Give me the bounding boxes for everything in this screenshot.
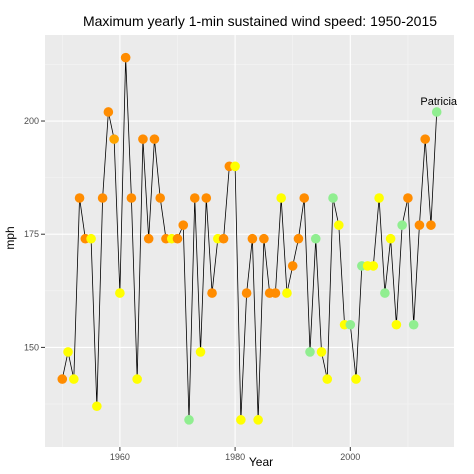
data-point: [74, 193, 85, 203]
data-point: [241, 288, 252, 298]
data-point: [143, 233, 154, 244]
data-point: [420, 134, 430, 144]
data-point: [282, 288, 292, 298]
data-point: [120, 52, 131, 63]
data-point: [86, 233, 96, 244]
data-point: [207, 288, 217, 298]
data-point: [195, 347, 206, 357]
data-point: [178, 220, 189, 230]
y-tick-label: 200: [24, 116, 39, 126]
data-point: [230, 161, 240, 172]
x-axis-title: Year: [249, 455, 273, 469]
data-point: [259, 233, 269, 244]
x-axis: 1960 1980 2000: [110, 447, 360, 462]
data-point: [172, 233, 183, 244]
data-point: [431, 107, 442, 117]
data-point: [126, 193, 137, 203]
data-point: [305, 347, 315, 357]
x-tick-label: 1960: [110, 452, 130, 462]
x-tick-label: 2000: [340, 452, 360, 462]
data-point: [414, 220, 425, 230]
data-point: [92, 401, 102, 412]
data-point: [149, 134, 160, 144]
y-tick-label: 175: [24, 229, 39, 239]
data-point: [368, 261, 379, 271]
data-point: [138, 134, 148, 144]
data-point: [408, 319, 419, 330]
data-point: [322, 374, 333, 384]
y-tick-label: 150: [24, 342, 39, 352]
series-line-group: [61, 57, 438, 420]
x-tick-label: 1980: [225, 452, 245, 462]
series-line: [61, 57, 438, 420]
annotation-label: Patricia: [420, 96, 458, 108]
data-point: [184, 415, 194, 425]
data-point: [69, 374, 79, 384]
point-group: [57, 52, 442, 425]
data-point: [299, 193, 310, 203]
data-point: [155, 193, 166, 203]
data-point: [253, 415, 263, 425]
data-point: [236, 415, 246, 425]
data-point: [247, 233, 258, 244]
data-point: [189, 193, 200, 203]
data-point: [345, 319, 356, 330]
data-point: [287, 261, 298, 271]
data-point: [115, 288, 125, 298]
data-point: [310, 233, 321, 244]
data-point: [270, 288, 281, 298]
data-point: [374, 193, 384, 203]
annotation-group: Patricia: [420, 96, 458, 108]
data-point: [103, 107, 114, 117]
data-point: [63, 347, 73, 357]
data-point: [57, 374, 68, 384]
chart-title: Maximum yearly 1-min sustained wind spee…: [83, 13, 437, 29]
grid-major: [45, 35, 454, 447]
y-axis-title: mph: [3, 226, 17, 249]
data-point: [397, 220, 407, 230]
data-point: [201, 193, 212, 203]
data-point: [276, 193, 286, 203]
data-point: [316, 347, 327, 357]
data-point: [385, 233, 396, 244]
data-point: [218, 233, 229, 244]
data-point: [333, 220, 344, 230]
data-point: [97, 193, 108, 203]
data-point: [328, 193, 338, 203]
y-axis: 150 175 200: [24, 116, 45, 352]
data-point: [391, 319, 402, 330]
data-point: [351, 374, 361, 384]
data-point: [380, 288, 390, 298]
data-point: [109, 134, 119, 144]
data-point: [426, 220, 436, 230]
data-point: [132, 374, 142, 384]
data-point: [293, 233, 304, 244]
data-point: [403, 193, 413, 203]
